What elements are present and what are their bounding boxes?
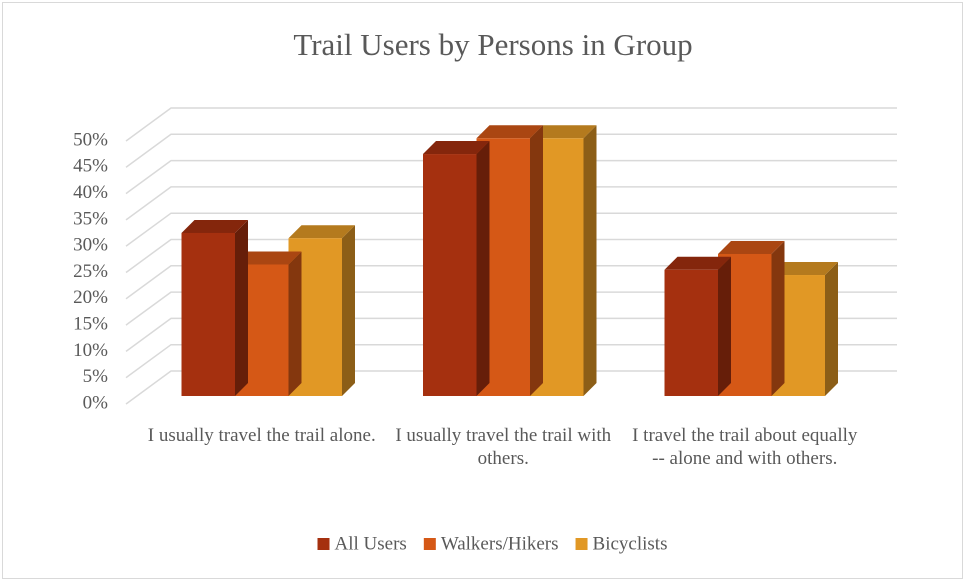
bar-top — [771, 262, 838, 276]
x-tick-label: I travel the trail about equally -- alon… — [632, 425, 858, 469]
x-tick-label: I usually travel the trail alone. — [147, 425, 376, 446]
y-tick-label: 45% — [73, 156, 108, 177]
bar — [181, 232, 235, 396]
bar-top — [530, 125, 597, 139]
bar-top — [476, 125, 543, 139]
bar-top — [288, 225, 355, 239]
grid-line — [125, 265, 897, 300]
bar-side — [342, 225, 355, 396]
bar — [423, 154, 477, 396]
y-tick-label: 50% — [73, 129, 108, 150]
y-tick-label: 40% — [73, 182, 108, 203]
y-tick-label: 15% — [73, 313, 108, 334]
x-tick-label: I usually travel the trail with others. — [395, 425, 612, 469]
chart-title: Trail Users by Persons in Group — [293, 27, 692, 62]
bar — [664, 269, 718, 396]
grid-line — [125, 133, 897, 168]
grid-line — [125, 212, 897, 247]
y-tick-label: 10% — [73, 340, 108, 361]
grid-line — [125, 370, 897, 405]
bar-side — [718, 256, 731, 396]
y-tick-label: 30% — [73, 235, 108, 256]
bar-top — [423, 141, 490, 155]
bar-top — [181, 219, 248, 233]
grid-line — [125, 291, 897, 326]
bar-side — [476, 141, 490, 396]
bar-side — [583, 125, 597, 396]
legend-label: Bicyclists — [593, 533, 668, 554]
legend-swatch — [423, 538, 436, 550]
legend-swatch — [317, 538, 330, 550]
y-tick-label: 25% — [73, 261, 108, 282]
grid-line — [125, 238, 897, 274]
bar-side — [530, 125, 543, 396]
bar-side — [288, 251, 302, 396]
legend-label: Walkers/Hikers — [441, 533, 559, 554]
bar-side — [825, 262, 838, 396]
y-tick-label: 5% — [83, 366, 109, 387]
y-tick-label: 20% — [73, 287, 108, 308]
bar-top — [718, 240, 785, 254]
bar-top — [664, 256, 731, 270]
y-tick-label: 0% — [83, 392, 109, 413]
grid-line — [125, 186, 897, 221]
grid-line — [125, 107, 897, 142]
bar-top — [235, 251, 302, 265]
grid-line — [125, 317, 897, 353]
legend-label: All Users — [335, 533, 407, 554]
grid-line — [125, 343, 897, 379]
y-tick-label: 35% — [73, 208, 108, 229]
grid-line — [125, 159, 897, 195]
legend-swatch — [575, 538, 588, 550]
bar-side — [771, 240, 785, 396]
bar-side — [235, 219, 248, 396]
